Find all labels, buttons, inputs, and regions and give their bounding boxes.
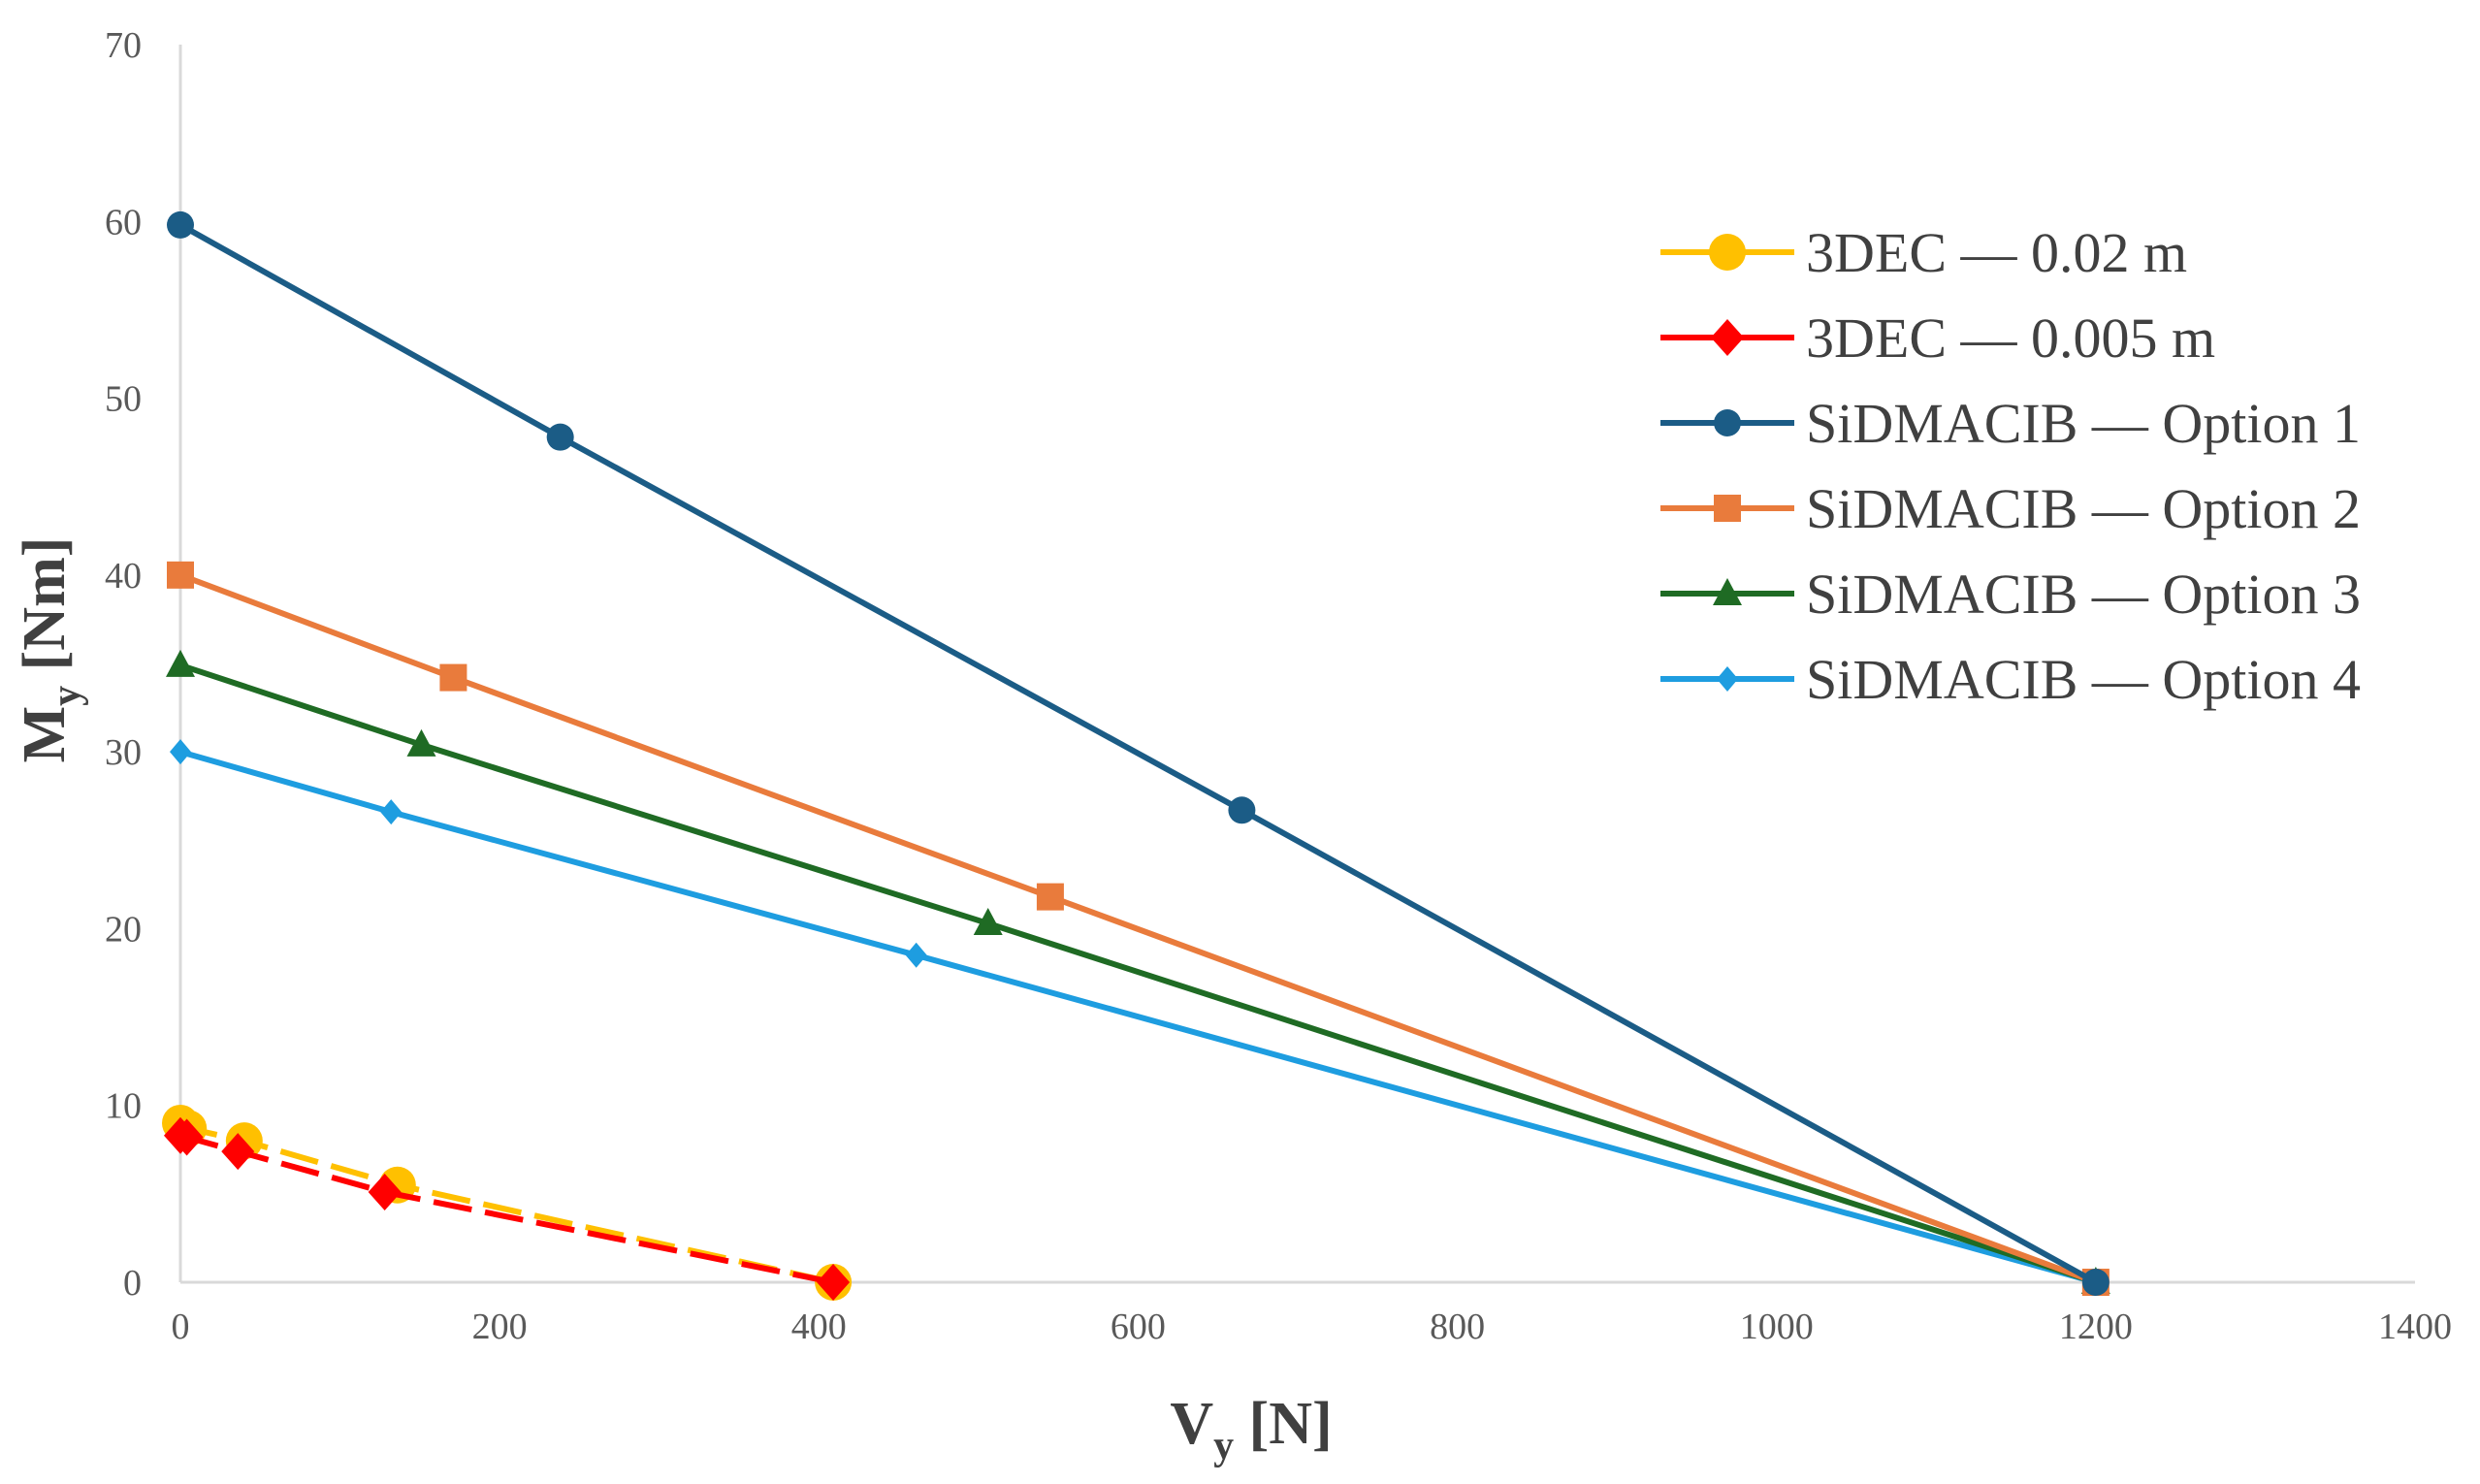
x-tick-label: 1200 — [2059, 1307, 2133, 1347]
series-2-point — [973, 907, 1003, 935]
y-axis-title-sub: y — [45, 686, 89, 706]
x-tick-label: 600 — [1111, 1307, 1166, 1347]
legend-label: SiDMACIB — Option 3 — [1806, 563, 2361, 626]
y-tick-label: 60 — [105, 202, 142, 242]
series-3-point — [439, 663, 467, 692]
legend-label: 3DEC — 0.02 m — [1806, 221, 2187, 284]
x-tick-label: 1000 — [1740, 1307, 1814, 1347]
series-4-point — [546, 423, 574, 451]
x-axis-title-main: V — [1170, 1391, 1213, 1457]
x-tick-label: 1400 — [2378, 1307, 2452, 1347]
legend-entry: 3DEC — 0.02 m — [1660, 221, 2187, 284]
y-tick-label: 40 — [105, 556, 142, 597]
legend-label: SiDMACIB — Option 4 — [1806, 648, 2361, 711]
y-axis-title-main: M — [12, 706, 78, 763]
series-layer — [162, 210, 2110, 1301]
series-3-point — [167, 561, 194, 589]
y-axis-title: My [Nm] — [12, 537, 89, 763]
legend-entry: SiDMACIB — Option 1 — [1660, 392, 2361, 455]
series-6-point — [368, 1174, 402, 1211]
series-4-point — [167, 210, 194, 239]
legend-label: SiDMACIB — Option 2 — [1806, 477, 2361, 540]
series-1-line — [179, 749, 2097, 1285]
series-6-point — [170, 1118, 204, 1156]
legend-entry: 3DEC — 0.005 m — [1660, 306, 2215, 370]
series-4-point — [1228, 796, 1256, 824]
series-6 — [164, 1116, 851, 1301]
series-1-point — [380, 799, 403, 825]
x-tick-label: 800 — [1430, 1307, 1485, 1347]
x-tick-label: 200 — [472, 1307, 528, 1347]
legend-marker — [1714, 495, 1741, 522]
series-4 — [167, 210, 2110, 1296]
series-4-line — [178, 222, 2098, 1285]
legend-entry: SiDMACIB — Option 4 — [1660, 648, 2361, 711]
y-tick-label: 30 — [105, 732, 142, 773]
series-1-point — [905, 942, 927, 968]
x-axis-title-unit: [N] — [1234, 1391, 1333, 1457]
axes: 0 200 400 600 800 1000 1200 1400 0 10 20 30 40 50 60 70 — [105, 25, 2452, 1347]
y-tick-label: 70 — [105, 25, 142, 66]
series-3-point — [1036, 883, 1064, 911]
series-6-point — [221, 1133, 255, 1171]
legend-label: 3DEC — 0.005 m — [1806, 306, 2215, 370]
x-tick-label: 0 — [172, 1307, 190, 1347]
x-tick-label: 400 — [791, 1307, 847, 1347]
legend-marker — [1713, 578, 1742, 605]
series-1 — [170, 739, 2107, 1295]
y-tick-label: 20 — [105, 909, 142, 950]
series-5-line — [178, 1120, 834, 1285]
series-2-point — [166, 649, 195, 677]
series-6-point — [817, 1264, 851, 1301]
series-5 — [162, 1104, 853, 1301]
legend-label: SiDMACIB — Option 1 — [1806, 392, 2361, 455]
legend-entry: SiDMACIB — Option 2 — [1660, 477, 2361, 540]
legend-marker — [1717, 666, 1738, 692]
legend-entry: SiDMACIB — Option 3 — [1660, 563, 2361, 626]
y-tick-label: 0 — [123, 1263, 142, 1304]
y-axis-title-unit: [Nm] — [12, 537, 78, 686]
series-1-point — [170, 739, 191, 765]
x-axis-title: Vy [N] — [1170, 1391, 1332, 1468]
legend-marker — [1714, 409, 1741, 436]
series-4-point — [2081, 1269, 2110, 1296]
y-tick-label: 10 — [105, 1086, 142, 1127]
series-3-line — [178, 572, 2097, 1285]
legend: 3DEC — 0.02 m 3DEC — 0.005 m SiDMACIB — Op… — [1660, 221, 2361, 711]
x-axis-title-sub: y — [1213, 1424, 1234, 1468]
series-2-line — [179, 661, 2097, 1285]
legend-marker — [1709, 234, 1746, 271]
series-3 — [167, 561, 2110, 1296]
y-tick-label: 50 — [105, 379, 142, 420]
series-2-point — [406, 728, 436, 757]
legend-marker — [1711, 319, 1744, 356]
